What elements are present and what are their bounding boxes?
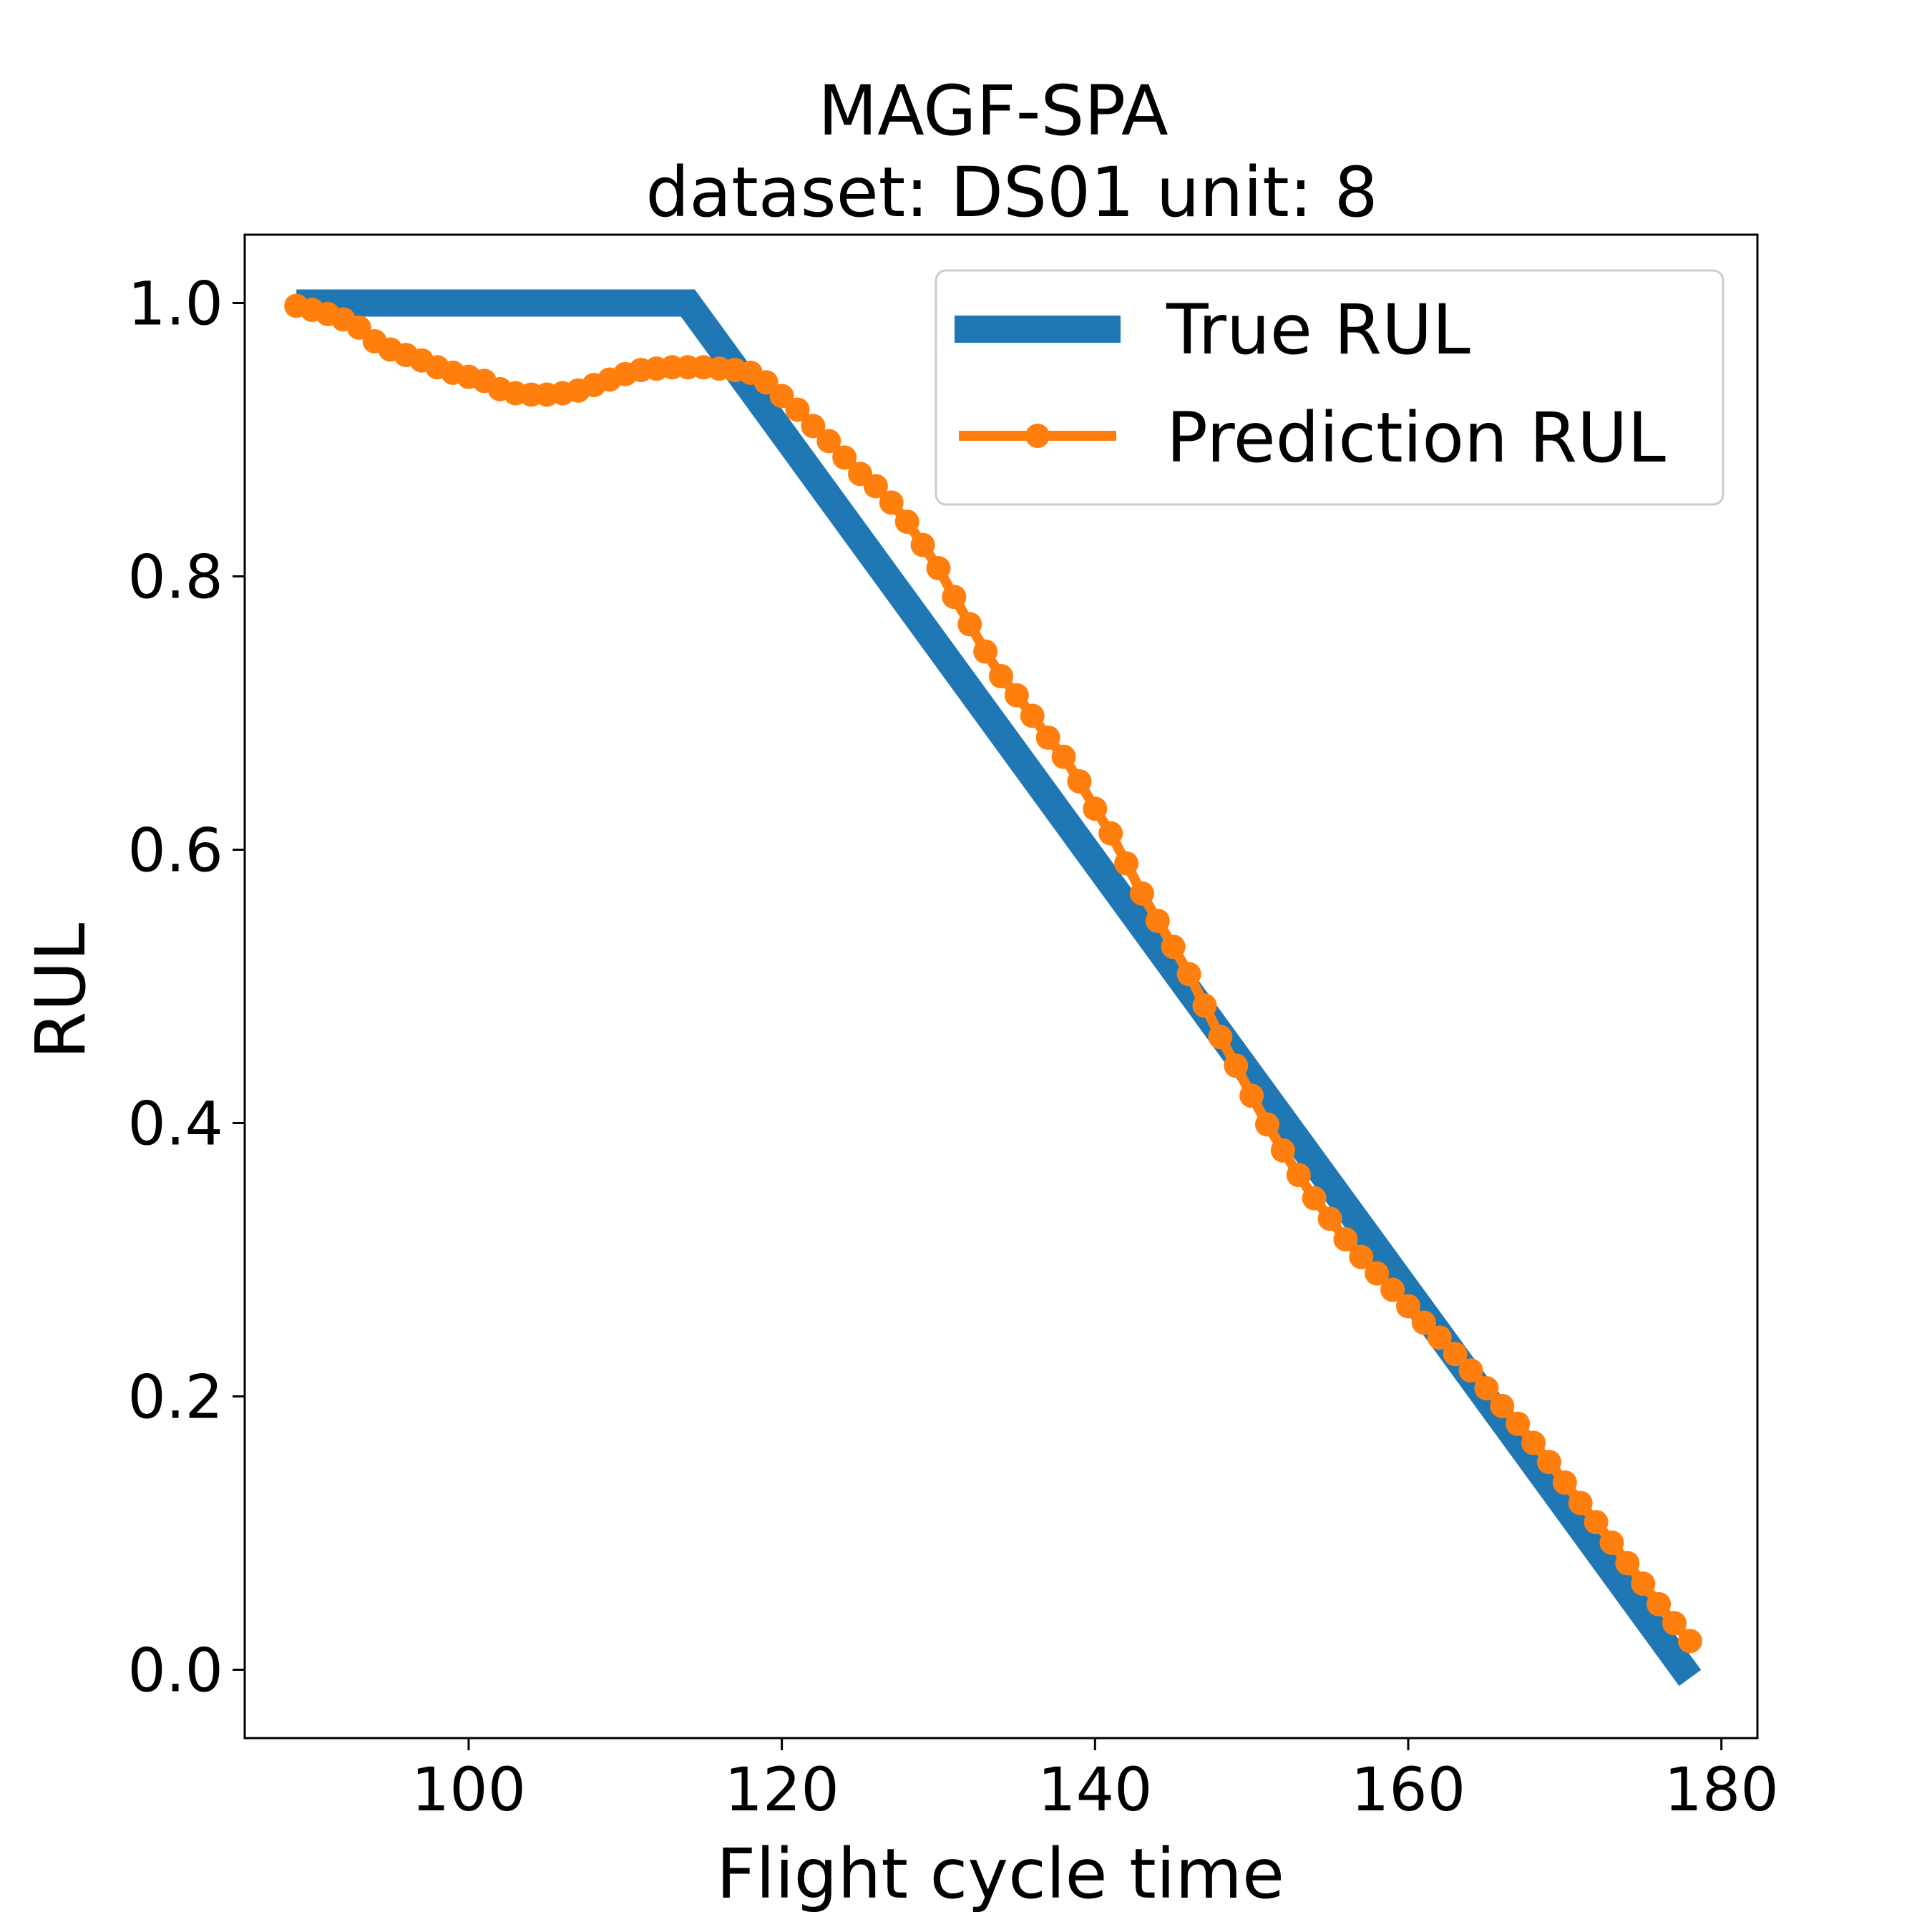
prediction-rul-point xyxy=(1552,1470,1577,1495)
prediction-rul-point xyxy=(1176,962,1201,987)
x-tick-label: 100 xyxy=(411,1755,526,1825)
prediction-rul-point xyxy=(832,445,857,470)
prediction-rul-point xyxy=(1317,1206,1342,1231)
chart-title: MAGF-SPA xyxy=(818,71,1168,151)
prediction-rul-point xyxy=(1208,1025,1233,1050)
prediction-rul-point xyxy=(1443,1342,1468,1367)
y-tick-label: 1.0 xyxy=(127,269,223,339)
prediction-rul-point xyxy=(1677,1629,1702,1654)
prediction-rul-point xyxy=(942,585,967,610)
legend-label-prediction-rul: Prediction RUL xyxy=(1166,398,1666,478)
prediction-rul-point xyxy=(1521,1430,1546,1455)
prediction-rul-point xyxy=(1506,1411,1531,1436)
y-axis-label: RUL xyxy=(21,923,101,1059)
prediction-rul-point xyxy=(1129,881,1154,906)
prediction-rul-point xyxy=(1584,1510,1609,1535)
x-axis-ticks: 100 120 140 160 180 xyxy=(411,1738,1779,1825)
plot-frame xyxy=(243,233,1759,1740)
chart-subtitle: dataset: DS01 unit: 8 xyxy=(645,152,1377,233)
y-tick-label: 0.0 xyxy=(127,1636,223,1706)
prediction-rul-point xyxy=(1067,769,1092,794)
prediction-rul-point xyxy=(1631,1571,1656,1596)
prediction-rul-point xyxy=(1365,1261,1390,1286)
x-tick-label: 120 xyxy=(724,1755,839,1825)
true-rul-line xyxy=(296,289,1702,1687)
prediction-rul-point xyxy=(346,315,371,340)
y-axis-ticks: 0.0 0.2 0.4 0.6 0.8 1.0 xyxy=(127,269,245,1706)
y-tick-label: 0.2 xyxy=(127,1362,223,1433)
x-axis-label: Flight cycle time xyxy=(716,1834,1284,1914)
prediction-rul-point xyxy=(816,429,841,454)
prediction-rul-point xyxy=(1302,1186,1327,1211)
prediction-rul-point xyxy=(1536,1450,1561,1475)
plot-series xyxy=(284,289,1702,1687)
legend: True RUL Prediction RUL xyxy=(935,269,1724,506)
prediction-rul-point xyxy=(1098,821,1123,846)
prediction-rul-point xyxy=(894,509,919,535)
prediction-rul-point xyxy=(989,663,1013,688)
prediction-rul-point xyxy=(1490,1393,1515,1418)
legend-label-true-rul: True RUL xyxy=(1166,290,1470,370)
prediction-rul-point xyxy=(1286,1163,1311,1188)
legend-marker-prediction-rul xyxy=(1025,424,1050,448)
legend-frame xyxy=(935,269,1724,506)
prediction-rul-point xyxy=(1474,1376,1499,1401)
prediction-rul-point xyxy=(1395,1294,1420,1319)
prediction-rul-point xyxy=(1020,703,1045,728)
prediction-rul-point xyxy=(1145,908,1170,933)
prediction-rul-point xyxy=(785,397,810,422)
prediction-rul-point xyxy=(1114,851,1139,876)
prediction-rul-point xyxy=(1224,1053,1249,1078)
prediction-rul-point xyxy=(1035,725,1060,750)
prediction-rul-point xyxy=(1646,1591,1672,1616)
prediction-rul-point xyxy=(910,532,935,557)
prediction-rul-point xyxy=(1411,1310,1436,1335)
prediction-rul-point xyxy=(1083,796,1108,821)
prediction-rul-point xyxy=(1427,1325,1452,1350)
prediction-rul-point xyxy=(753,370,779,395)
prediction-rul-point xyxy=(1568,1491,1593,1516)
x-tick-label: 180 xyxy=(1664,1755,1778,1825)
prediction-rul-point xyxy=(1349,1244,1374,1269)
prediction-rul-point xyxy=(1255,1112,1280,1137)
prediction-rul-point xyxy=(801,414,826,439)
prediction-rul-point xyxy=(1270,1138,1295,1163)
prediction-rul-point xyxy=(1615,1551,1640,1576)
prediction-rul-point xyxy=(973,639,998,664)
prediction-rul-point xyxy=(1380,1277,1405,1302)
prediction-rul-point xyxy=(1192,993,1217,1018)
prediction-rul-point xyxy=(1051,744,1076,769)
prediction-rul-point xyxy=(1599,1530,1624,1555)
prediction-rul-point xyxy=(957,612,982,637)
prediction-rul-point xyxy=(1662,1611,1687,1636)
prediction-rul-point xyxy=(879,490,904,515)
prediction-rul-point xyxy=(863,474,888,499)
y-tick-label: 0.6 xyxy=(127,816,223,886)
prediction-rul-point xyxy=(1333,1226,1358,1252)
x-tick-label: 140 xyxy=(1038,1755,1152,1825)
y-tick-label: 0.8 xyxy=(127,542,223,613)
prediction-rul-point xyxy=(769,384,794,409)
prediction-rul-point xyxy=(1239,1083,1264,1108)
prediction-rul-point xyxy=(1004,683,1029,708)
prediction-rul-point xyxy=(1161,935,1186,960)
prediction-rul-point xyxy=(1458,1358,1483,1383)
y-tick-label: 0.4 xyxy=(127,1089,223,1159)
x-tick-label: 160 xyxy=(1351,1755,1465,1825)
prediction-rul-point xyxy=(926,556,951,581)
